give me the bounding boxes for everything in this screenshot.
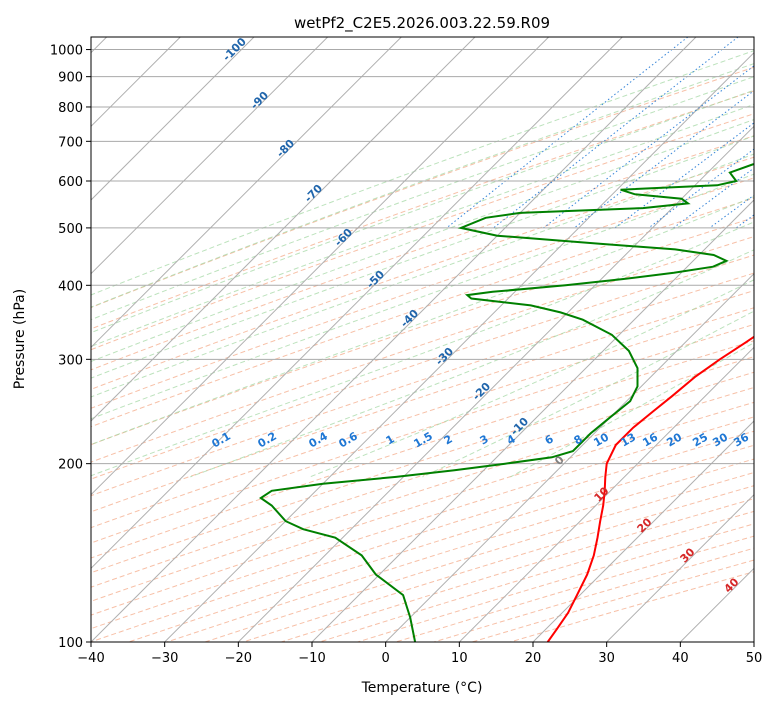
x-tick-label: 20: [525, 651, 542, 666]
chart-title: wetPf2_C2E5.2026.003.22.59.R09: [294, 14, 550, 33]
x-tick-label: 0: [382, 651, 390, 666]
x-tick-label: −30: [151, 651, 178, 666]
y-tick-label: 300: [58, 353, 83, 368]
x-tick-label: 30: [598, 651, 615, 666]
y-tick-label: 500: [58, 222, 83, 237]
x-tick-label: 50: [746, 651, 763, 666]
x-tick-label: 40: [672, 651, 689, 666]
y-tick-label: 400: [58, 279, 83, 294]
y-axis-label: Pressure (hPa): [12, 289, 28, 389]
y-tick-label: 100: [58, 636, 83, 651]
x-tick-label: 10: [451, 651, 468, 666]
y-tick-label: 600: [58, 175, 83, 190]
x-tick-label: −10: [298, 651, 325, 666]
x-tick-label: −20: [225, 651, 252, 666]
x-axis-label: Temperature (°C): [361, 680, 483, 696]
y-tick-label: 700: [58, 135, 83, 150]
y-tick-label: 200: [58, 458, 83, 473]
y-tick-label: 800: [58, 101, 83, 116]
y-tick-label: 900: [58, 71, 83, 86]
y-tick-label: 1000: [50, 44, 83, 59]
x-tick-label: −40: [77, 651, 104, 666]
